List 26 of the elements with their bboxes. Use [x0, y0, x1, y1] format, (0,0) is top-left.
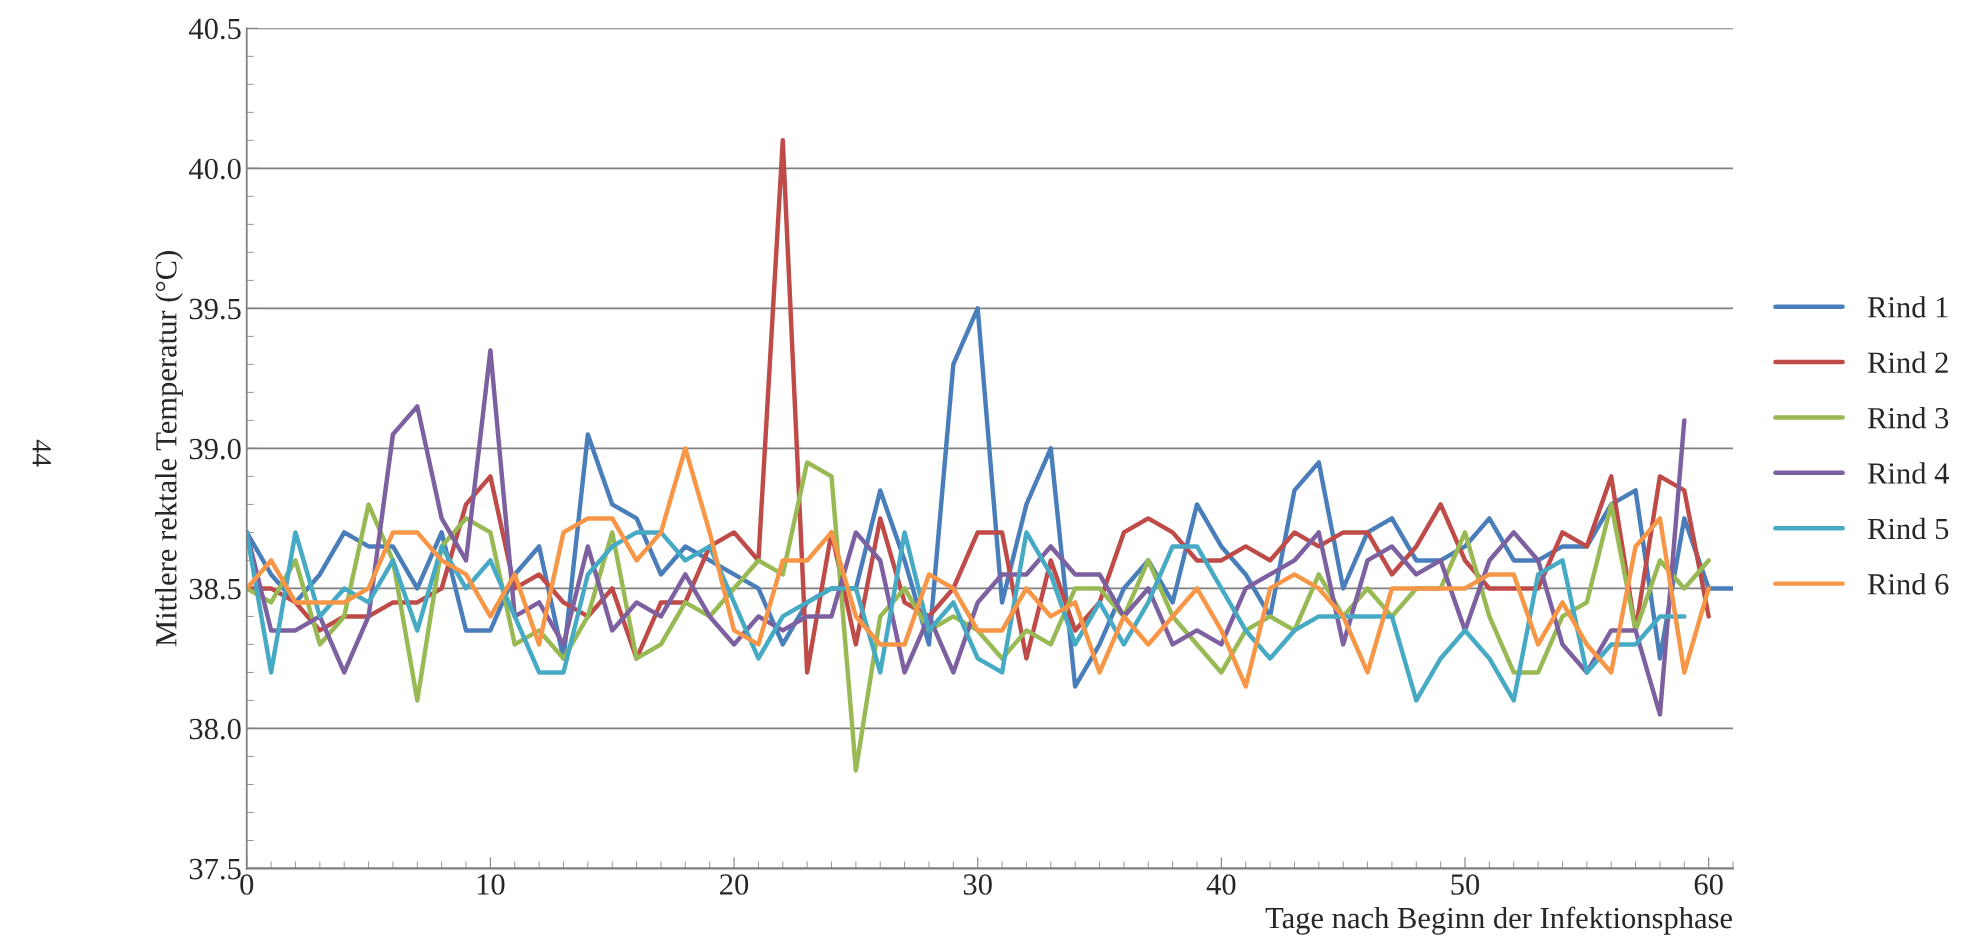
x-tick-label: 20 — [720, 874, 749, 895]
y-tick-label: 38.0 — [189, 718, 241, 740]
x-tick-label: 40 — [1206, 874, 1236, 895]
legend-label: Rind 2 — [1867, 351, 1948, 374]
y-tick-label: 39.0 — [189, 438, 241, 460]
legend-label: Rind 1 — [1867, 296, 1948, 318]
y-tick-label: 38.5 — [189, 578, 241, 600]
x-axis-title: Tage nach Beginn der Infektionsphase — [1265, 906, 1732, 935]
y-tick-label: 39.5 — [189, 298, 241, 320]
text: 44 — [32, 439, 51, 467]
legend-label: Rind 5 — [1867, 517, 1949, 540]
y-tick-label: 40.5 — [189, 18, 241, 40]
y-axis-title: Mittlere rektale Temperatur (°C) — [155, 251, 183, 647]
legend-label: Rind 6 — [1867, 573, 1949, 595]
x-tick-label: 0 — [240, 874, 254, 895]
x-tick-label: 30 — [963, 874, 992, 895]
legend-label: Rind 4 — [1867, 462, 1949, 484]
x-tick-label: 10 — [477, 874, 505, 895]
line-series — [246, 446, 1711, 689]
y-tick-label: 40.0 — [189, 158, 241, 180]
legend-label: Rind 3 — [1867, 406, 1949, 429]
line-series — [246, 348, 1687, 717]
x-tick-label: 50 — [1451, 874, 1480, 895]
x-tick-label: 60 — [1694, 874, 1723, 895]
y-tick-label: 37.5 — [189, 858, 241, 880]
line-series — [246, 530, 1687, 703]
